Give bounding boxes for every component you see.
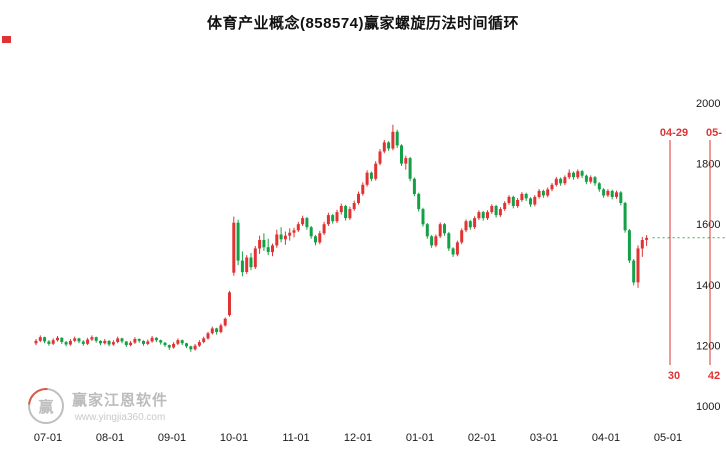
- svg-text:05-: 05-: [706, 127, 722, 139]
- brand-name: 赢家江恩软件: [72, 392, 169, 409]
- svg-text:07-01: 07-01: [34, 432, 62, 444]
- brand-url: www.yingjia360.com: [74, 412, 166, 423]
- red-corner-marker: [2, 36, 11, 43]
- svg-text:1400: 1400: [696, 280, 720, 292]
- time-cycle-marker: 05- 42: [706, 127, 722, 382]
- svg-text:04-01: 04-01: [592, 432, 620, 444]
- svg-text:1000: 1000: [696, 401, 720, 413]
- svg-text:01-01: 01-01: [406, 432, 434, 444]
- svg-text:1200: 1200: [696, 340, 720, 352]
- candles: [34, 124, 649, 352]
- svg-text:42: 42: [708, 370, 720, 382]
- brand-logo-icon: 赢: [28, 388, 64, 424]
- svg-text:1600: 1600: [696, 219, 720, 231]
- time-cycle-marker: 04-29 30: [660, 127, 688, 382]
- svg-text:30: 30: [668, 370, 680, 382]
- svg-text:11-01: 11-01: [282, 432, 309, 444]
- svg-text:03-01: 03-01: [530, 432, 558, 444]
- svg-text:04-29: 04-29: [660, 127, 688, 139]
- svg-text:10-01: 10-01: [220, 432, 248, 444]
- chart-title: 体育产业概念(858574)赢家螺旋历法时间循环: [206, 15, 520, 32]
- svg-text:08-01: 08-01: [96, 432, 124, 444]
- watermark: 赢 赢家江恩软件 www.yingjia360.com: [28, 388, 168, 424]
- watermark-text: 赢家江恩软件 www.yingjia360.com: [72, 389, 168, 423]
- svg-text:05-01: 05-01: [654, 432, 682, 444]
- svg-text:09-01: 09-01: [158, 432, 186, 444]
- svg-text:1800: 1800: [696, 159, 720, 171]
- svg-text:02-01: 02-01: [468, 432, 496, 444]
- svg-text:2000: 2000: [696, 98, 720, 110]
- svg-text:12-01: 12-01: [344, 432, 372, 444]
- axis-labels: 1000 1200 1400 1600 1800 2000 07-01 08-01 09-01 1…: [34, 98, 721, 444]
